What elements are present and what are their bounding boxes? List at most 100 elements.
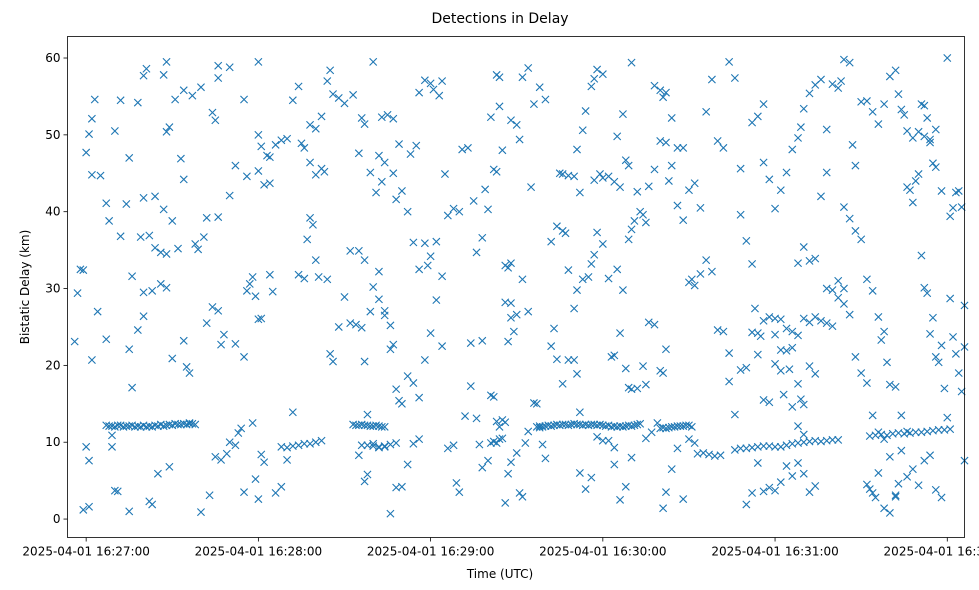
data-point [182,362,191,371]
data-point [498,434,507,443]
data-point [581,420,590,429]
data-point [300,143,309,152]
data-point [254,315,263,324]
data-point [194,245,203,254]
data-point [914,127,923,136]
data-point [139,193,148,202]
data-point [584,273,593,281]
data-point [934,425,943,434]
data-point [386,440,395,449]
data-point [524,307,533,316]
data-point [719,143,728,152]
x-tick-label: 2025-04-01 16:30:00 [539,545,666,559]
data-point [911,428,920,437]
data-point [366,168,375,177]
data-point [214,213,223,222]
data-point [481,185,490,194]
data-point [323,275,332,284]
data-point [621,422,630,431]
data-point [578,275,587,284]
data-point [541,95,550,104]
data-point [142,422,151,431]
data-point [498,146,507,155]
data-point [908,198,917,207]
data-point [811,312,820,321]
data-point [647,428,656,437]
data-point [805,256,814,265]
data-point [139,288,148,297]
data-point [575,420,584,429]
data-point [862,480,871,489]
data-point [372,188,381,197]
data-point [541,422,550,431]
data-point [788,472,797,481]
data-point [805,89,814,98]
data-point [650,165,659,174]
plot-area [70,54,969,518]
data-point [87,114,96,123]
data-point [128,272,137,281]
data-point [288,408,297,417]
data-point [616,329,625,338]
data-point [788,145,797,154]
data-point [294,82,303,91]
data-point [834,276,843,285]
data-point [613,422,622,431]
data-point [949,203,958,212]
data-point [639,362,648,371]
data-point [397,186,406,195]
data-point [771,330,780,339]
data-point [484,456,493,465]
data-point [931,352,940,361]
data-point [926,451,935,460]
data-point [366,307,375,316]
data-point [85,456,94,465]
data-point [558,379,567,388]
data-point [868,286,877,295]
data-point [225,63,234,72]
data-point [308,220,317,229]
x-tick-label: 2025-04-01 16:31:00 [711,545,838,559]
data-point [903,472,912,481]
data-point [908,465,917,474]
data-point [630,421,639,430]
data-point [794,422,803,431]
data-point [357,441,366,450]
data-point [377,422,386,431]
data-point [403,207,412,216]
data-point [254,130,263,139]
data-point [699,448,708,457]
data-point [251,475,260,484]
data-point [369,439,378,448]
data-point [383,110,392,119]
data-point [102,199,111,208]
data-point [682,421,691,430]
data-point [156,279,165,288]
data-point [409,439,418,448]
data-point [765,483,774,492]
data-point [389,340,398,349]
data-point [320,167,329,176]
y-tick-label: 40 [45,205,60,219]
data-point [159,205,168,214]
data-point [265,153,274,162]
data-point [659,93,668,102]
data-point [254,495,263,504]
y-tick-label: 30 [45,282,60,296]
data-point [794,331,803,340]
data-point [765,175,774,184]
data-point [277,136,286,145]
data-point [242,172,251,181]
data-point [495,422,504,431]
data-point [903,427,912,436]
data-point [937,341,946,350]
data-point [191,239,200,248]
data-point [885,508,894,517]
data-point [771,204,780,213]
data-point [374,443,383,452]
data-point [940,384,949,393]
data-point [782,324,791,333]
data-point [257,450,266,459]
data-point [771,359,780,368]
data-point [96,171,105,180]
